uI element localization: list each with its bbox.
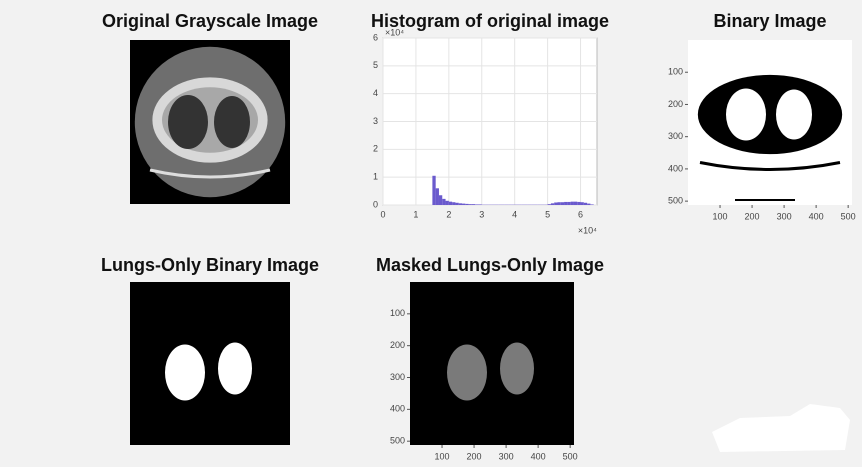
y-tick-label: 100 xyxy=(668,67,683,77)
histogram-bar xyxy=(436,188,439,205)
y-tick-label: 4 xyxy=(373,88,378,98)
subplot: 100 200 300 400 500 100 200 300 400 500 xyxy=(390,282,578,461)
y-tick-label: 200 xyxy=(668,99,683,109)
image-bg xyxy=(410,282,574,445)
x-tick-label: 3 xyxy=(479,209,484,219)
histogram-bar xyxy=(577,202,580,205)
subplot-title: Lungs-Only Binary Image xyxy=(101,255,319,275)
figure: Original Grayscale Image 0 1 2 3 4 5 6 0 1 2 3 4 5 6 ×1… xyxy=(0,0,862,467)
subplot xyxy=(130,40,290,204)
histogram-bar xyxy=(561,202,564,205)
x-tick-label: 100 xyxy=(713,211,728,221)
histogram-bar xyxy=(469,204,472,205)
x-tick-label: 6 xyxy=(578,209,583,219)
y-tick-label: 400 xyxy=(668,163,683,173)
y-tick-label: 100 xyxy=(390,308,405,318)
histogram-bar xyxy=(446,201,449,205)
histogram-bar xyxy=(590,204,593,205)
x-tick-label: 500 xyxy=(563,451,578,461)
histogram-bar xyxy=(459,203,462,205)
x-tick-label: 300 xyxy=(777,211,792,221)
x-tick-label: 500 xyxy=(841,211,856,221)
histogram-bar xyxy=(548,204,551,205)
x-tick-label: 5 xyxy=(545,209,550,219)
y-tick-label: 200 xyxy=(390,340,405,350)
histogram-bar xyxy=(584,203,587,205)
x-multiplier: ×10⁴ xyxy=(578,225,597,235)
x-tick-label: 2 xyxy=(446,209,451,219)
y-tick-label: 500 xyxy=(390,436,405,446)
x-tick-label: 200 xyxy=(745,211,760,221)
histogram-bar xyxy=(564,202,567,205)
histogram-bar xyxy=(455,203,458,205)
y-tick-label: 0 xyxy=(373,199,378,209)
histogram-bar xyxy=(567,202,570,205)
histogram-bar xyxy=(557,202,560,205)
subplot xyxy=(130,282,290,445)
histogram-bar xyxy=(475,204,478,205)
y-tick-label: 5 xyxy=(373,60,378,70)
lung xyxy=(218,343,252,395)
x-tick-label: 100 xyxy=(435,451,450,461)
white-blob xyxy=(712,404,850,452)
histogram-bar xyxy=(554,202,557,205)
histogram-bar xyxy=(472,204,475,205)
image-bg xyxy=(130,282,290,445)
x-tick-label: 200 xyxy=(467,451,482,461)
histogram-bar xyxy=(571,202,574,205)
subplot-title: Histogram of original image xyxy=(371,11,609,31)
x-tick-label: 1 xyxy=(413,209,418,219)
x-tick-label: 300 xyxy=(499,451,514,461)
lung xyxy=(447,345,487,401)
subplot: 100 200 300 400 500 100 200 300 400 500 xyxy=(668,40,856,221)
histogram-bar xyxy=(439,195,442,205)
x-tick-label: 400 xyxy=(809,211,824,221)
y-tick-label: 3 xyxy=(373,116,378,126)
subplot-title: Original Grayscale Image xyxy=(102,11,318,31)
x-tick-label: 400 xyxy=(531,451,546,461)
histogram-bar xyxy=(587,204,590,205)
y-tick-label: 300 xyxy=(390,372,405,382)
lung xyxy=(500,343,534,395)
histogram-bar xyxy=(462,204,465,205)
histogram-bar xyxy=(442,199,445,205)
lung xyxy=(168,95,208,149)
lung xyxy=(214,96,250,148)
histogram-bar xyxy=(449,202,452,205)
x-tick-label: 0 xyxy=(380,209,385,219)
subplot-title: Masked Lungs-Only Image xyxy=(376,255,604,275)
y-tick-label: 2 xyxy=(373,144,378,154)
subplot-title: Binary Image xyxy=(713,11,826,31)
histogram-bar xyxy=(465,204,468,205)
x-tick-label: 4 xyxy=(512,209,517,219)
y-tick-label: 500 xyxy=(668,196,683,206)
histogram-bar xyxy=(432,176,435,205)
histogram-bar xyxy=(581,202,584,205)
histogram-bar xyxy=(478,204,481,205)
body xyxy=(698,75,842,154)
histogram-bar xyxy=(452,202,455,205)
lung xyxy=(726,89,766,141)
histogram-bar xyxy=(551,203,554,205)
lung xyxy=(165,345,205,401)
y-tick-label: 300 xyxy=(668,131,683,141)
y-tick-label: 1 xyxy=(373,172,378,182)
lung xyxy=(776,90,812,140)
y-tick-label: 400 xyxy=(390,404,405,414)
histogram-bar xyxy=(574,202,577,205)
y-tick-label: 6 xyxy=(373,32,378,42)
